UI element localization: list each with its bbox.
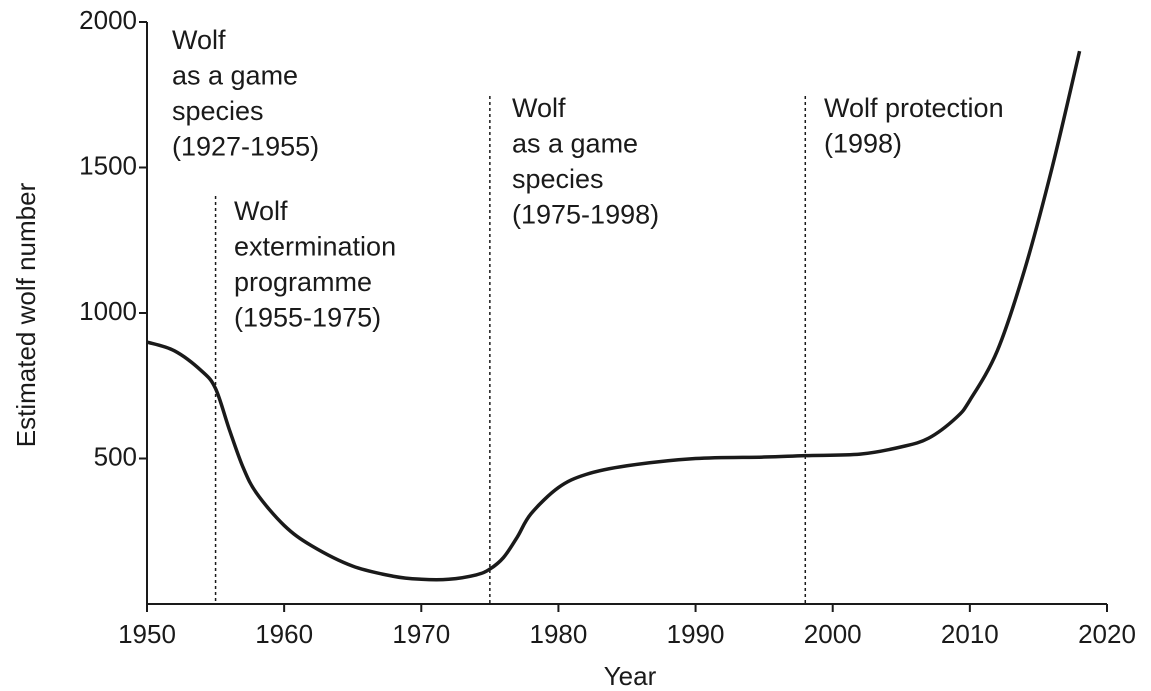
x-tick-label: 1960 <box>255 619 313 649</box>
y-tick-label: 500 <box>94 441 137 471</box>
y-tick-label: 1000 <box>79 296 137 326</box>
x-tick-label: 2010 <box>941 619 999 649</box>
annotation: Wolf <box>234 196 288 226</box>
annotation: species <box>512 164 604 194</box>
annotation: (1955-1975) <box>234 303 381 333</box>
x-tick-label: 1990 <box>667 619 725 649</box>
x-tick-label: 1950 <box>118 619 176 649</box>
y-axis-label: Estimated wolf number <box>11 182 41 447</box>
wolf-line <box>146 50 1082 582</box>
annotation: (1927-1955) <box>172 132 319 162</box>
x-tick-label: 1970 <box>392 619 450 649</box>
y-tick-label: 2000 <box>79 5 137 35</box>
annotation: (1975-1998) <box>512 200 659 230</box>
x-tick-label: 2020 <box>1078 619 1136 649</box>
annotation: species <box>172 96 264 126</box>
x-axis-label: Year <box>604 661 657 691</box>
x-tick-label: 2000 <box>804 619 862 649</box>
annotation: as a game <box>512 129 638 159</box>
y-tick-label: 1500 <box>79 150 137 180</box>
annotation: Wolf <box>512 93 566 123</box>
annotation: extermination <box>234 232 396 262</box>
annotation: (1998) <box>824 129 902 159</box>
annotation: Wolf <box>172 25 226 55</box>
annotation: as a game <box>172 61 298 91</box>
annotation: Wolf protection <box>824 93 1004 123</box>
x-tick-label: 1980 <box>530 619 588 649</box>
annotation: programme <box>234 267 372 297</box>
